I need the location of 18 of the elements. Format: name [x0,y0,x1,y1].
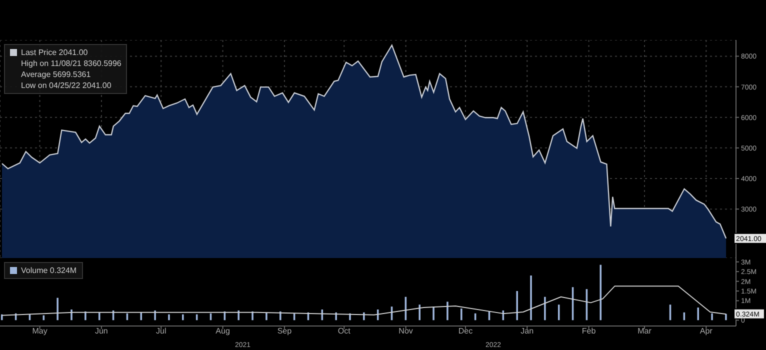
legend-label: Volume 0.324M [21,265,77,276]
x-tick-label: Feb [582,326,596,336]
annotation: High on 11/08/21 8360.5996 [20,58,122,69]
x-tick-label: Mar [638,326,652,336]
x-tick-label: Jul [156,326,166,336]
legend-label: Last Price 2041.00 [21,47,88,58]
x-tick-label: Jun [94,326,108,336]
x-tick-label: Oct [338,326,352,336]
annotation: Average 5699.5361 [20,69,92,80]
x-tick-label: Nov [398,326,413,336]
x-tick-label: Sep [277,326,292,336]
x-tick-label: Aug [216,326,230,336]
x-tick-label: May [32,326,48,336]
x-tick-label: Jan [520,326,534,336]
annotation: Low on 04/25/22 2041.00 [20,80,112,91]
x-tick-label: Dec [458,326,473,336]
line-series [1,286,727,316]
x-tick-label: Apr [700,326,713,336]
